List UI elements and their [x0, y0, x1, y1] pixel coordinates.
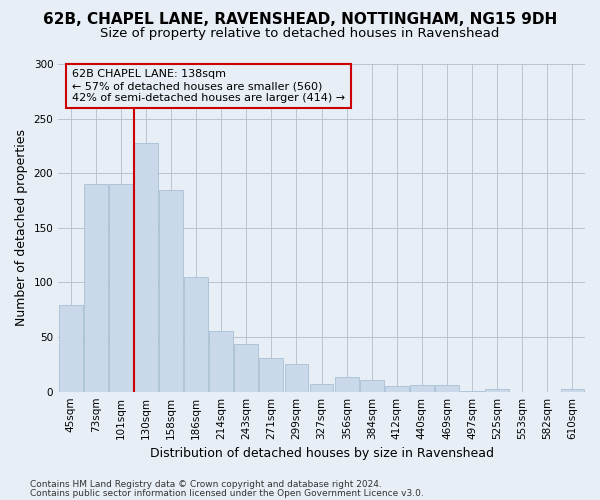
Text: Contains HM Land Registry data © Crown copyright and database right 2024.: Contains HM Land Registry data © Crown c…: [30, 480, 382, 489]
X-axis label: Distribution of detached houses by size in Ravenshead: Distribution of detached houses by size …: [149, 447, 494, 460]
Bar: [259, 358, 283, 392]
Bar: [109, 184, 133, 392]
Bar: [209, 330, 233, 392]
Bar: [560, 390, 584, 392]
Bar: [134, 142, 158, 392]
Bar: [410, 385, 434, 392]
Bar: [360, 380, 383, 392]
Text: 62B, CHAPEL LANE, RAVENSHEAD, NOTTINGHAM, NG15 9DH: 62B, CHAPEL LANE, RAVENSHEAD, NOTTINGHAM…: [43, 12, 557, 28]
Bar: [460, 390, 484, 392]
Text: 62B CHAPEL LANE: 138sqm
← 57% of detached houses are smaller (560)
42% of semi-d: 62B CHAPEL LANE: 138sqm ← 57% of detache…: [72, 70, 345, 102]
Bar: [84, 184, 108, 392]
Bar: [284, 364, 308, 392]
Bar: [435, 385, 459, 392]
Bar: [59, 306, 83, 392]
Bar: [159, 190, 183, 392]
Y-axis label: Number of detached properties: Number of detached properties: [15, 130, 28, 326]
Text: Contains public sector information licensed under the Open Government Licence v3: Contains public sector information licen…: [30, 488, 424, 498]
Bar: [235, 344, 258, 392]
Bar: [184, 277, 208, 392]
Bar: [310, 384, 334, 392]
Bar: [335, 378, 359, 392]
Text: Size of property relative to detached houses in Ravenshead: Size of property relative to detached ho…: [100, 28, 500, 40]
Bar: [385, 386, 409, 392]
Bar: [485, 390, 509, 392]
